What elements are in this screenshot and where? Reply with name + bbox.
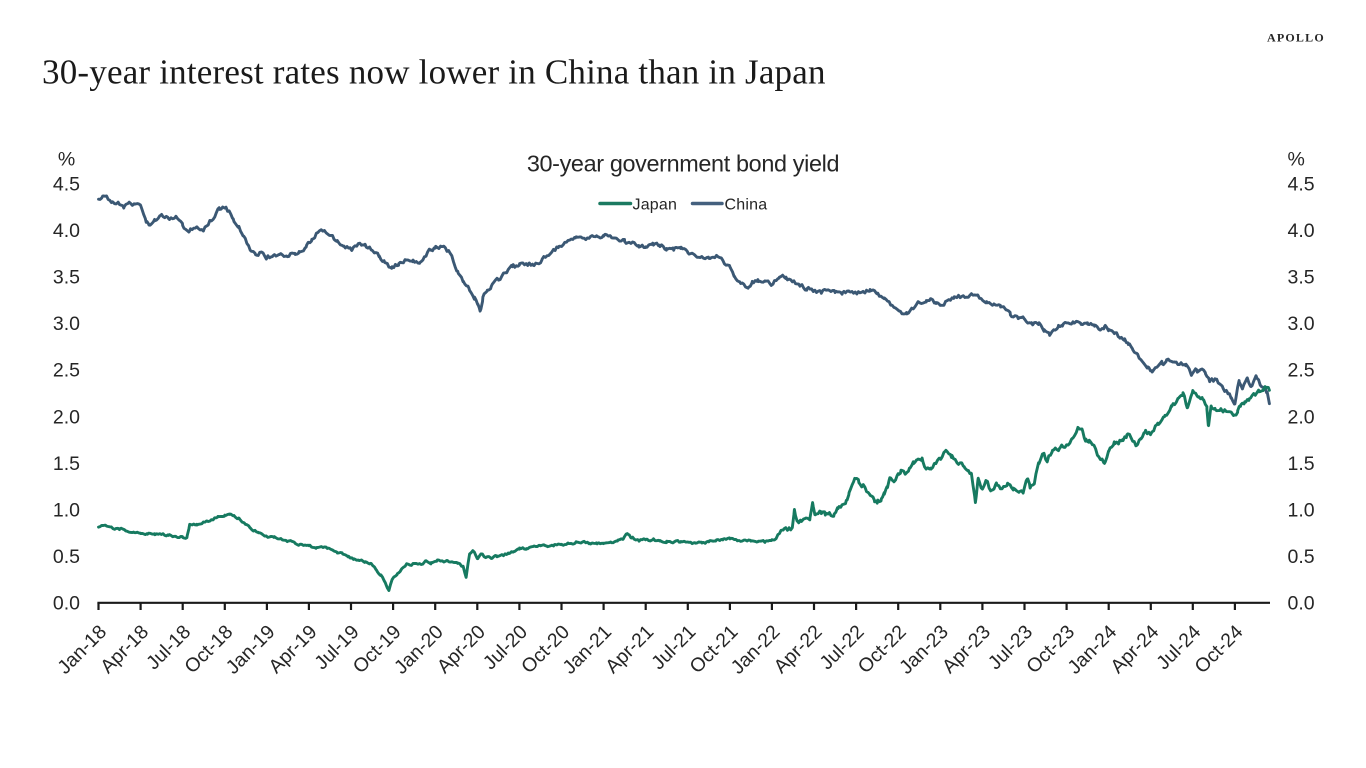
svg-text:1.5: 1.5 — [53, 453, 80, 475]
svg-text:1.0: 1.0 — [1288, 499, 1315, 521]
svg-text:1.0: 1.0 — [53, 499, 80, 521]
svg-text:3.5: 3.5 — [1288, 267, 1315, 289]
svg-text:4.5: 4.5 — [53, 174, 80, 196]
svg-text:4.0: 4.0 — [53, 220, 80, 242]
svg-text:2.0: 2.0 — [1288, 406, 1315, 428]
svg-text:4.0: 4.0 — [1288, 220, 1315, 242]
svg-text:APOLLO: APOLLO — [1267, 31, 1325, 45]
svg-text:30-year government bond yield: 30-year government bond yield — [527, 151, 839, 177]
svg-text:1.5: 1.5 — [1288, 453, 1315, 475]
svg-text:%: % — [1288, 149, 1305, 171]
svg-text:2.5: 2.5 — [1288, 360, 1315, 382]
svg-text:30-year interest rates now low: 30-year interest rates now lower in Chin… — [42, 53, 826, 92]
svg-text:0.0: 0.0 — [53, 593, 80, 615]
svg-text:2.5: 2.5 — [53, 360, 80, 382]
svg-text:China: China — [725, 196, 768, 213]
svg-text:%: % — [58, 149, 75, 171]
svg-text:0.5: 0.5 — [53, 546, 80, 568]
svg-text:2.0: 2.0 — [53, 406, 80, 428]
svg-text:4.5: 4.5 — [1288, 174, 1315, 196]
svg-text:0.5: 0.5 — [1288, 546, 1315, 568]
svg-text:Japan: Japan — [633, 196, 678, 213]
svg-text:3.5: 3.5 — [53, 267, 80, 289]
svg-text:3.0: 3.0 — [53, 313, 80, 335]
svg-text:0.0: 0.0 — [1288, 593, 1315, 615]
svg-text:3.0: 3.0 — [1288, 313, 1315, 335]
